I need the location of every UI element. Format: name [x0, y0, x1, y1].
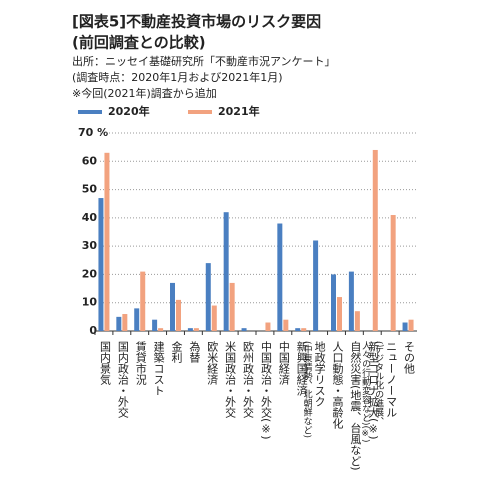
bar — [229, 282, 235, 331]
y-tick-label: 30 — [82, 239, 98, 252]
bar — [402, 322, 408, 331]
x-tick-label: 欧米経済 — [206, 341, 219, 385]
bar — [211, 305, 217, 331]
y-tick-label: 50 — [82, 183, 98, 196]
bar — [205, 263, 211, 331]
bar — [134, 308, 140, 331]
x-tick-label: 米国政治・外交 — [224, 341, 237, 419]
bar — [152, 319, 158, 331]
x-tick-label: 人口動態・高齢化 — [331, 341, 344, 430]
x-tick-label: 新興国経済 — [295, 340, 308, 396]
x-tick-label: 国内政治・外交 — [116, 341, 129, 419]
bar — [265, 322, 271, 331]
x-tick-label: 新型コロナ拡大(※) — [367, 340, 380, 440]
y-tick-label: 0 — [89, 324, 97, 337]
x-tick-label: 中国政治・外交(※) — [259, 341, 272, 440]
bar — [187, 328, 193, 331]
bar — [140, 271, 146, 331]
bar — [331, 274, 336, 331]
x-tick-label: 中国経済 — [277, 341, 290, 385]
bar — [122, 314, 128, 331]
x-tick-label: 欧州政治・外交 — [242, 341, 255, 419]
x-tick-label: 地政学リスク — [313, 341, 326, 407]
x-tick-label: (中東情勢、北朝鮮など) — [302, 341, 313, 438]
bar — [241, 328, 247, 331]
y-tick-label: 60 — [82, 154, 98, 167]
x-tick-label: 金利 — [170, 340, 183, 363]
x-tick-label: 建築コスト — [152, 340, 165, 396]
bar — [301, 328, 307, 331]
bar — [372, 149, 378, 331]
x-tick-label: 自然災害(地震、台風など) — [349, 341, 362, 471]
note: (調査時点：2020年1月および2021年1月) — [72, 70, 283, 84]
bar — [313, 240, 319, 331]
bar — [223, 212, 229, 331]
bar — [116, 316, 122, 331]
x-tick-label: 国内景気 — [98, 341, 111, 386]
bar — [170, 282, 175, 331]
bar — [295, 328, 301, 331]
bar — [98, 198, 104, 331]
x-tick-label: 人々の行動変容など)(※) — [360, 341, 371, 443]
note: 出所：ニッセイ基礎研究所「不動産市況アンケート」 — [72, 54, 336, 68]
bar — [176, 299, 181, 331]
legend-swatch — [78, 110, 102, 114]
bar — [158, 328, 164, 331]
bar — [283, 319, 289, 331]
y-tick-label: 70 % — [78, 126, 108, 139]
bar — [193, 328, 199, 331]
note: ※今回(2021年)調査から追加 — [72, 86, 217, 100]
legend-swatch — [188, 110, 212, 114]
y-tick-label: 20 — [82, 267, 98, 280]
bar — [104, 152, 110, 331]
bar — [337, 297, 342, 331]
x-tick-label: ニューノーマル — [385, 341, 398, 418]
x-tick-label: 賃貸市況 — [134, 340, 147, 386]
chart-title: (前回調査との比較) — [72, 34, 206, 52]
y-tick-label: 10 — [82, 296, 98, 309]
legend-label: 2021年 — [218, 104, 260, 118]
x-tick-label: 為替 — [188, 340, 201, 364]
x-tick-label: その他 — [403, 341, 416, 374]
chart-title: [図表5]不動産投資市場のリスク要因 — [72, 13, 321, 31]
x-tick-label: (デジタル化の進展、 — [373, 341, 384, 426]
bar — [277, 223, 283, 331]
bar — [354, 311, 360, 331]
bar — [390, 215, 396, 331]
y-tick-label: 40 — [82, 211, 98, 224]
bar — [348, 271, 354, 331]
legend-label: 2020年 — [108, 104, 150, 118]
bar — [408, 319, 414, 331]
